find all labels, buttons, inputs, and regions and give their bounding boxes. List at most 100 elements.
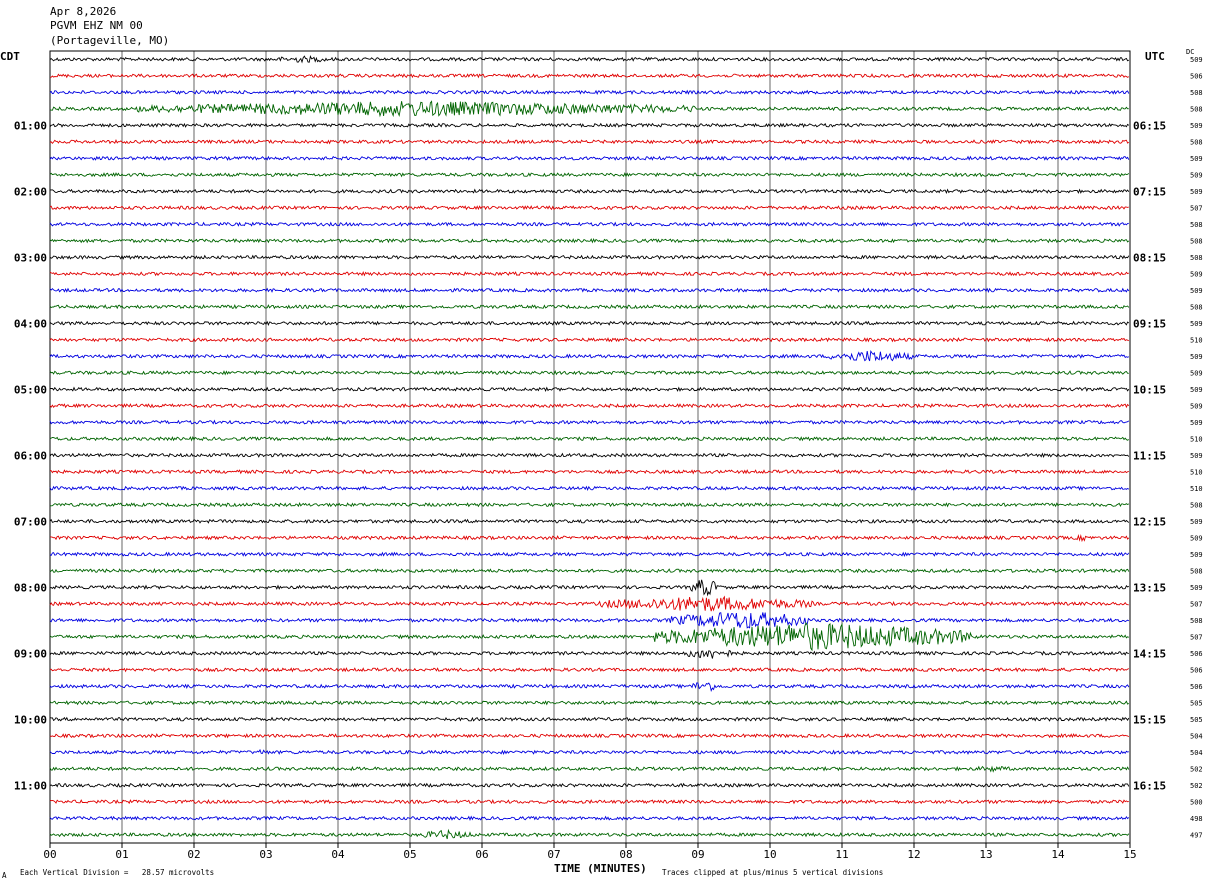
seismic-trace xyxy=(49,436,1130,442)
x-tick-label: 10 xyxy=(763,848,776,861)
seismic-trace xyxy=(49,55,1130,64)
seismic-trace xyxy=(49,270,1129,277)
x-tick-label: 12 xyxy=(907,848,920,861)
right-hour-label: 14:15 xyxy=(1133,647,1166,660)
dc-offset-label: 500 xyxy=(1190,798,1203,806)
x-tick-label: 00 xyxy=(43,848,56,861)
left-timezone-label: CDT xyxy=(0,50,20,63)
x-tick-label: 13 xyxy=(979,848,992,861)
dc-offset-label: 508 xyxy=(1190,254,1203,262)
seismic-trace xyxy=(49,238,1130,244)
seismic-trace xyxy=(49,551,1130,557)
left-hour-label: 01:00 xyxy=(14,119,47,132)
seismic-trace xyxy=(49,122,1130,128)
dc-offset-label: 508 xyxy=(1190,501,1203,509)
x-tick-label: 07 xyxy=(547,848,560,861)
dc-offset-label: 506 xyxy=(1190,666,1203,674)
left-hour-label: 06:00 xyxy=(14,449,47,462)
seismic-trace xyxy=(49,733,1130,739)
dc-offset-label: 509 xyxy=(1190,188,1203,196)
seismic-trace xyxy=(49,748,1129,755)
dc-offset-label: 509 xyxy=(1190,122,1203,130)
seismic-trace xyxy=(49,254,1130,260)
seismic-trace xyxy=(49,171,1130,178)
dc-offset-label: 498 xyxy=(1190,815,1203,823)
dc-offset-label: 509 xyxy=(1190,56,1203,64)
left-hour-label: 10:00 xyxy=(14,713,47,726)
dc-offset-label: 505 xyxy=(1190,699,1203,707)
seismic-trace xyxy=(49,337,1129,343)
x-tick-label: 04 xyxy=(331,848,345,861)
dc-offset-label: 504 xyxy=(1190,732,1203,740)
right-hour-label: 08:15 xyxy=(1133,251,1166,264)
dc-offset-label: 510 xyxy=(1190,485,1203,493)
seismic-trace xyxy=(49,369,1129,376)
right-hour-label: 07:15 xyxy=(1133,185,1166,198)
seismic-trace xyxy=(49,567,1130,574)
dc-offset-label: 507 xyxy=(1190,633,1203,641)
seismic-trace xyxy=(49,502,1130,508)
seismic-trace xyxy=(49,205,1129,211)
seismic-trace xyxy=(49,595,1129,612)
dc-offset-label: 510 xyxy=(1190,336,1203,344)
x-tick-label: 09 xyxy=(691,848,704,861)
seismic-trace xyxy=(49,485,1130,492)
dc-offset-label: 509 xyxy=(1190,402,1203,410)
seismic-trace xyxy=(49,100,1129,118)
plot-frame xyxy=(49,50,1131,844)
x-tick-label: 01 xyxy=(115,848,128,861)
x-tick-label: 02 xyxy=(187,848,200,861)
right-hour-label: 11:15 xyxy=(1133,449,1166,462)
left-hour-label: 04:00 xyxy=(14,317,47,330)
seismic-trace xyxy=(49,452,1130,458)
seismic-trace xyxy=(49,518,1130,524)
dc-offset-label: 509 xyxy=(1190,518,1203,526)
seismic-trace xyxy=(49,403,1130,409)
seismic-trace xyxy=(49,139,1130,145)
left-hour-label: 08:00 xyxy=(14,581,47,594)
x-tick-label: 08 xyxy=(619,848,632,861)
x-tick-label: 05 xyxy=(403,848,416,861)
x-tick-label: 11 xyxy=(835,848,848,861)
right-hour-label: 16:15 xyxy=(1133,779,1166,792)
seismic-trace xyxy=(49,349,1130,362)
seismic-trace xyxy=(49,765,1130,773)
dc-offset-label: 504 xyxy=(1190,749,1203,757)
dc-offset-label: 506 xyxy=(1190,72,1203,80)
dc-offset-label: 507 xyxy=(1190,600,1203,608)
x-tick-label: 03 xyxy=(259,848,272,861)
right-hour-label: 15:15 xyxy=(1133,713,1166,726)
dc-offset-label: 508 xyxy=(1190,138,1203,146)
right-hour-label: 10:15 xyxy=(1133,383,1166,396)
dc-offset-label: 508 xyxy=(1190,105,1203,113)
dc-offset-label: 509 xyxy=(1190,386,1203,394)
corner-mark: A xyxy=(2,871,7,880)
x-tick-label: 14 xyxy=(1051,848,1065,861)
dc-offset-label: 509 xyxy=(1190,452,1203,460)
seismic-trace xyxy=(49,73,1130,79)
dc-offset-label: 509 xyxy=(1190,320,1203,328)
dc-offset-label: 505 xyxy=(1190,716,1203,724)
seismic-trace xyxy=(49,798,1129,805)
seismic-trace xyxy=(49,579,1130,597)
dc-offset-label: 509 xyxy=(1190,369,1203,377)
dc-offset-label: 510 xyxy=(1190,435,1203,443)
seismic-trace xyxy=(49,682,1130,692)
dc-offset-label: 509 xyxy=(1190,584,1203,592)
plot-date: Apr 8,2026 xyxy=(50,5,117,18)
dc-column-header: DC xyxy=(1186,48,1195,56)
seismic-trace xyxy=(49,782,1130,788)
dc-offset-label: 502 xyxy=(1190,782,1203,790)
dc-offset-label: 509 xyxy=(1190,419,1203,427)
dc-offset-label: 508 xyxy=(1190,617,1203,625)
seismic-trace xyxy=(49,188,1130,194)
left-hour-label: 11:00 xyxy=(14,779,47,792)
dc-offset-label: 509 xyxy=(1190,287,1203,295)
dc-offset-label: 508 xyxy=(1190,303,1203,311)
dc-offset-label: 509 xyxy=(1190,534,1203,542)
dc-offset-label: 497 xyxy=(1190,831,1203,839)
right-hour-label: 12:15 xyxy=(1133,515,1166,528)
seismic-trace xyxy=(49,287,1130,294)
right-hour-label: 06:15 xyxy=(1133,119,1166,132)
